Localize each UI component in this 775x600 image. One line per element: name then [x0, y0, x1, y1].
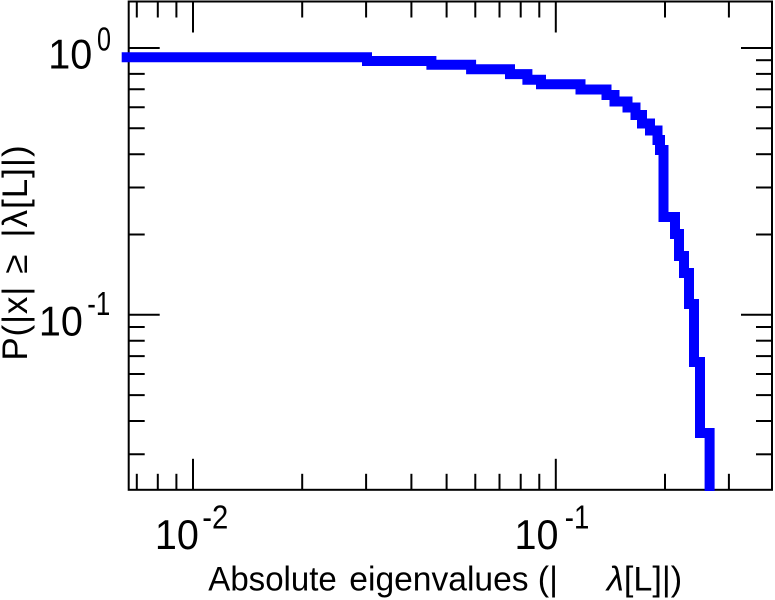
- svg-text:P(|x|: P(|x|: [0, 286, 35, 361]
- svg-text:-1: -1: [565, 499, 590, 536]
- svg-text:(|: (|: [538, 560, 558, 598]
- svg-text:λ: λ: [605, 560, 624, 598]
- svg-text:-2: -2: [202, 499, 228, 536]
- svg-text:[L]|): [L]|): [624, 560, 682, 598]
- svg-text:10: 10: [48, 31, 92, 78]
- svg-text:10: 10: [515, 511, 559, 558]
- svg-text:10: 10: [39, 297, 83, 344]
- svg-text:Absolute: Absolute: [208, 560, 336, 598]
- svg-text:-1: -1: [87, 285, 110, 322]
- svg-text:|λ[L]|): |λ[L]|): [0, 144, 35, 237]
- svg-text:0: 0: [97, 21, 111, 58]
- svg-text:10: 10: [155, 511, 199, 558]
- svg-text:≥: ≥: [0, 254, 35, 273]
- svg-text:eigenvalues: eigenvalues: [349, 560, 528, 598]
